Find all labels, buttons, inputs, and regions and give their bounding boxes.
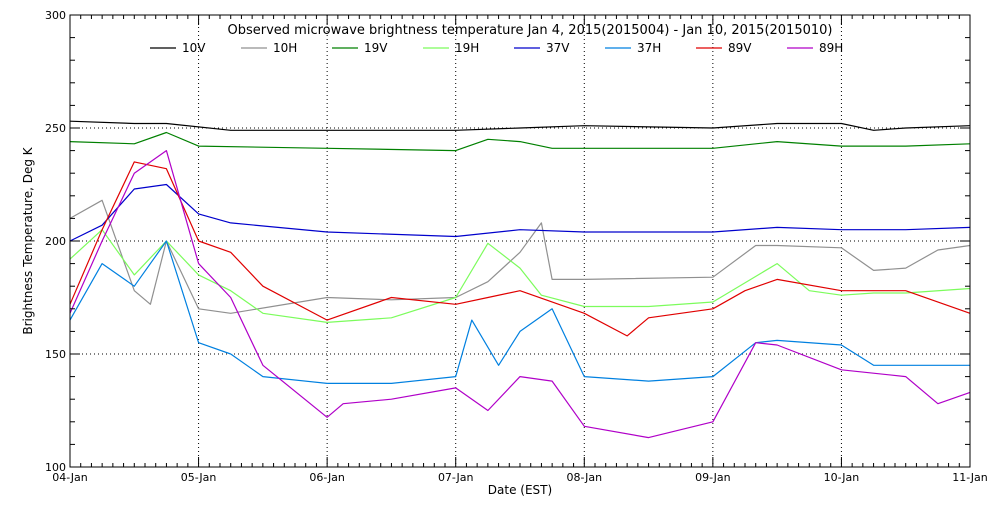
series-line-19v xyxy=(69,131,971,152)
x-tick-label: 08-Jan xyxy=(567,471,603,484)
legend-label-89v: 89V xyxy=(728,41,752,55)
y-tick-label: 150 xyxy=(45,348,66,361)
series-line-10h xyxy=(69,199,971,314)
x-tick-label: 09-Jan xyxy=(695,471,731,484)
series-line-19h xyxy=(69,229,971,323)
y-tick-label: 200 xyxy=(45,235,66,248)
y-tick-label: 100 xyxy=(45,461,66,474)
x-tick-label: 04-Jan xyxy=(52,471,88,484)
legend: 10V 10H 19V 19H 37V 37H 89V 89H xyxy=(150,41,843,55)
grid-layer xyxy=(70,15,970,467)
series-line-10v xyxy=(69,120,971,131)
axis-layer: 100 150 200 250 300 04-Jan 05-Jan 06-Jan 07-Jan 0… xyxy=(45,9,988,484)
series-line-89h xyxy=(69,150,971,439)
x-tick-label: 06-Jan xyxy=(309,471,345,484)
legend-label-19v: 19V xyxy=(364,41,388,55)
series-line-37h xyxy=(69,240,970,384)
series-layer xyxy=(69,120,971,439)
legend-label-19h: 19H xyxy=(455,41,479,55)
legend-label-10h: 10H xyxy=(273,41,297,55)
y-tick-label: 250 xyxy=(45,122,66,135)
y-axis-label: Brightness Temperature, Deg K xyxy=(21,146,35,334)
legend-label-37v: 37V xyxy=(546,41,570,55)
series-line-89v xyxy=(69,161,971,337)
legend-label-10v: 10V xyxy=(182,41,206,55)
x-tick-label: 05-Jan xyxy=(181,471,217,484)
chart-title: Observed microwave brightness temperatur… xyxy=(228,23,833,38)
x-tick-label: 10-Jan xyxy=(824,471,860,484)
y-tick-label: 300 xyxy=(45,9,66,22)
legend-label-37h: 37H xyxy=(637,41,661,55)
x-axis-label: Date (EST) xyxy=(488,483,552,497)
x-tick-label: 11-Jan xyxy=(952,471,988,484)
legend-label-89h: 89H xyxy=(819,41,843,55)
series-line-37v xyxy=(69,183,971,242)
x-tick-label: 07-Jan xyxy=(438,471,474,484)
